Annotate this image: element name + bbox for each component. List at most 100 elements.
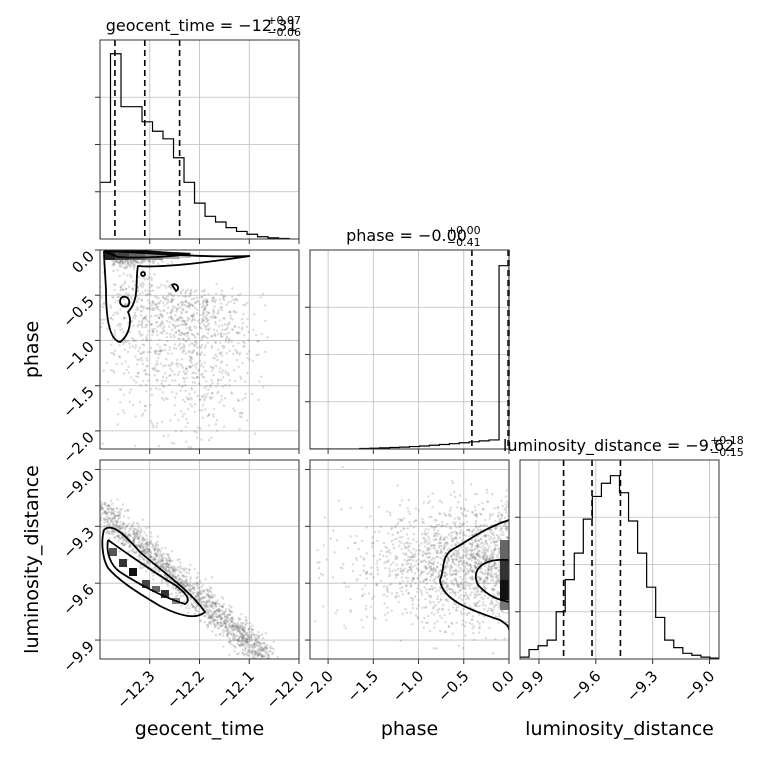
scatter-point	[237, 628, 240, 631]
scatter-point	[232, 407, 235, 410]
scatter-point	[484, 579, 487, 582]
scatter-point	[193, 377, 196, 380]
scatter-point	[128, 534, 131, 538]
scatter-point	[491, 589, 495, 592]
scatter-point	[106, 518, 109, 521]
scatter-point	[465, 548, 468, 552]
scatter-point	[259, 642, 262, 645]
scatter-point	[255, 353, 258, 357]
scatter-point	[231, 632, 235, 635]
scatter-point	[484, 539, 487, 542]
scatter-point	[137, 535, 140, 539]
scatter-point	[118, 264, 121, 267]
scatter-point	[217, 379, 220, 382]
scatter-point	[438, 512, 441, 515]
scatter-point	[212, 296, 215, 299]
scatter-point	[242, 345, 245, 348]
scatter-point	[164, 574, 167, 577]
scatter-point	[153, 565, 156, 569]
scatter-point	[113, 334, 117, 337]
scatter-point	[421, 550, 424, 553]
scatter-point	[480, 589, 483, 593]
scatter-point	[265, 644, 268, 647]
scatter-point	[494, 519, 497, 523]
scatter-point	[122, 266, 125, 269]
scatter-point	[227, 632, 230, 635]
scatter-point	[465, 613, 469, 617]
scatter-point	[156, 286, 159, 289]
scatter-point	[261, 655, 265, 659]
scatter-point	[238, 630, 241, 633]
xtick-label-phase-1: −1.5	[344, 667, 382, 705]
scatter-point	[170, 352, 173, 355]
scatter-point	[184, 584, 187, 587]
scatter-point	[156, 370, 159, 373]
scatter-point	[192, 342, 195, 346]
scatter-point	[251, 624, 254, 627]
scatter-point	[129, 259, 132, 263]
scatter-point	[207, 293, 210, 296]
scatter-point	[174, 331, 178, 334]
scatter-point	[476, 601, 479, 605]
scatter-point	[187, 398, 190, 401]
hist-panel-luminosity_distance	[515, 459, 720, 664]
scatter-point	[149, 531, 152, 534]
scatter-point	[235, 626, 238, 629]
scatter-point	[492, 531, 495, 534]
scatter-point	[159, 565, 162, 569]
scatter-point	[172, 324, 176, 327]
scatter-point	[453, 591, 456, 594]
scatter-point	[101, 508, 105, 511]
scatter-point	[137, 526, 141, 530]
scatter-point	[111, 530, 114, 534]
scatter-point	[198, 409, 201, 412]
scatter-point	[124, 538, 128, 541]
scatter-point	[405, 611, 409, 615]
scatter-point	[486, 597, 490, 600]
scatter-point	[138, 553, 142, 557]
scatter-point	[439, 551, 443, 554]
scatter-point	[176, 324, 179, 328]
scatter-point	[194, 582, 197, 585]
scatter-point	[196, 591, 199, 594]
scatter-point	[417, 509, 420, 512]
scatter-point	[153, 273, 156, 276]
scatter-point	[375, 562, 378, 565]
scatter-point	[483, 594, 487, 598]
scatter-point	[164, 562, 168, 565]
scatter-point	[132, 530, 136, 533]
scatter-point	[419, 588, 422, 591]
scatter-point	[365, 571, 368, 574]
scatter-point	[246, 301, 249, 304]
scatter-point	[168, 346, 171, 349]
scatter-point	[222, 294, 225, 298]
scatter-point	[188, 302, 191, 305]
scatter-point	[470, 565, 473, 568]
scatter-point	[407, 555, 410, 558]
scatter-point	[385, 555, 388, 558]
scatter-point	[145, 373, 148, 376]
scatter-point	[489, 557, 492, 560]
scatter-point	[458, 517, 461, 520]
scatter-point	[425, 567, 428, 570]
scatter-point	[492, 652, 495, 655]
scatter-point	[476, 620, 479, 623]
scatter-point	[173, 326, 177, 330]
scatter-point	[131, 403, 135, 407]
scatter-point	[266, 661, 268, 663]
scatter-point	[497, 592, 500, 595]
scatter-point	[447, 557, 450, 560]
scatter-point	[385, 595, 389, 598]
scatter-point	[166, 565, 169, 569]
scatter-point	[147, 548, 150, 551]
scatter-point	[138, 556, 141, 559]
scatter-point	[423, 565, 426, 568]
scatter-point	[173, 569, 177, 572]
scatter-point	[110, 369, 113, 372]
ytick-label-phase-3: −1.5	[59, 383, 97, 421]
scatter-point	[257, 645, 260, 648]
scatter-point	[191, 364, 195, 367]
scatter-point	[155, 544, 158, 548]
scatter-point	[206, 317, 209, 320]
scatter-point	[190, 332, 194, 336]
